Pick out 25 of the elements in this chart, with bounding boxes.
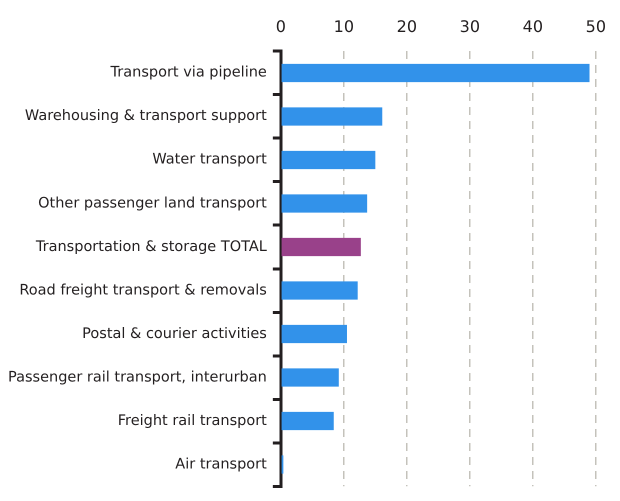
- x-tick-label: 30: [460, 16, 480, 36]
- y-tick-label: Freight rail transport: [118, 412, 268, 429]
- bar: [282, 150, 376, 170]
- y-tick-label: Other passenger land transport: [38, 195, 268, 212]
- y-tick-label: Transportation & storage TOTAL: [34, 238, 267, 255]
- bar: [282, 324, 347, 344]
- y-tick-label: Warehousing & transport support: [24, 108, 268, 124]
- y-tick-label: Postal & courier activities: [82, 326, 267, 342]
- bar: [282, 238, 361, 256]
- y-tick-label: Water transport: [152, 152, 268, 168]
- bar: [282, 281, 358, 300]
- x-tick-label: 10: [334, 16, 354, 36]
- x-tick-label: 40: [522, 16, 544, 36]
- x-tick-label: 20: [396, 16, 418, 36]
- y-tick-label: Air transport: [175, 456, 268, 472]
- x-tick-label: 50: [586, 16, 606, 36]
- y-tick-label: Passenger rail transport, interurban: [8, 369, 267, 386]
- y-tick-label: Transport via pipeline: [110, 64, 267, 81]
- bar: [282, 412, 334, 430]
- x-tick-label: 0: [276, 16, 286, 36]
- bar: [282, 194, 368, 213]
- bar: [282, 368, 339, 387]
- bar: [282, 64, 590, 82]
- y-tick-label: Road freight transport & removals: [19, 282, 267, 298]
- bar: [282, 107, 382, 126]
